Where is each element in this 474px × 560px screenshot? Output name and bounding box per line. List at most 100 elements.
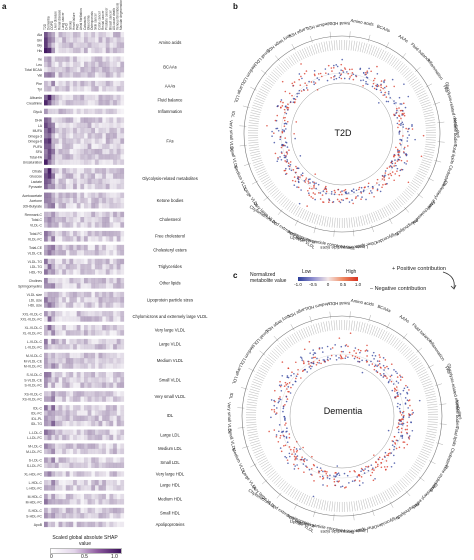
heatmap-cell	[95, 363, 99, 368]
heatmap-cell	[91, 471, 95, 476]
heatmap-cell	[84, 144, 88, 149]
circos-feature-label-mark	[394, 340, 400, 348]
circos-shap-point	[414, 139, 416, 141]
circos-shap-point	[296, 186, 298, 188]
circos-feature-label-mark	[252, 445, 261, 448]
circos-feature-label-mark	[279, 65, 286, 72]
heatmap-cell	[106, 457, 110, 462]
circos-shap-point	[372, 86, 374, 88]
heatmap-cell	[91, 421, 95, 426]
heatmap-cell	[99, 245, 103, 250]
heatmap-cell	[95, 86, 99, 91]
circos-shap-point	[303, 463, 305, 465]
circos-feature-label-mark	[409, 78, 417, 84]
heatmap-cell	[69, 217, 73, 222]
circos-feature-label-mark	[363, 215, 365, 225]
heatmap-cell	[77, 435, 81, 440]
heatmap-cell	[91, 363, 95, 368]
circos-shap-point	[407, 386, 409, 388]
circos-shap-point	[384, 172, 386, 174]
circos-shap-point	[380, 87, 382, 89]
heatmap-cell	[44, 231, 48, 236]
heatmap-cell	[69, 278, 73, 283]
heatmap-cell	[62, 81, 66, 86]
heatmap-cell	[102, 391, 106, 396]
heatmap-cell	[62, 344, 66, 349]
circos-shap-point	[309, 469, 311, 471]
heatmap-row-label: Remnant-C	[25, 213, 43, 217]
heatmap-cell	[102, 217, 106, 222]
circos-feature-label-mark	[426, 433, 436, 435]
heatmap-cell	[80, 391, 84, 396]
circos-feature-label-mark	[390, 337, 396, 345]
heatmap-cell	[95, 316, 99, 321]
circos-feature-label-mark	[262, 464, 270, 470]
circos-feature-label-mark	[318, 323, 320, 333]
heatmap-cell	[109, 377, 113, 382]
heatmap-cell	[102, 363, 106, 368]
heatmap-cell	[51, 297, 55, 302]
circos-shap-point	[283, 155, 285, 157]
circos-shap-point	[293, 464, 295, 466]
circos-feature-label-mark	[283, 340, 289, 348]
circos-shap-point	[294, 447, 296, 449]
circos-shap-point	[362, 469, 364, 471]
circos-shap-point	[397, 406, 399, 408]
circos-feature-label-mark	[251, 443, 261, 446]
circos-shap-point	[370, 361, 372, 363]
circos-feature-label-mark	[389, 56, 395, 64]
heatmap-cell	[48, 508, 52, 513]
heatmap-cell	[77, 297, 81, 302]
heatmap-cell	[51, 56, 55, 61]
heatmap-cell	[51, 363, 55, 368]
heatmap-cell	[95, 109, 99, 114]
heatmap-cell	[73, 396, 77, 401]
heatmap-cell	[69, 463, 73, 468]
heatmap-cell	[44, 283, 48, 288]
circos-shap-point	[330, 77, 332, 79]
heatmap-cell	[91, 485, 95, 490]
circos-shap-point	[280, 136, 282, 138]
heatmap-cell	[62, 405, 66, 410]
circos-feature-label-mark	[251, 156, 261, 159]
heatmap-cell	[99, 499, 103, 504]
circos-feature-label-mark	[272, 351, 279, 358]
circos-sector-label: BCAAs	[376, 24, 391, 34]
heatmap-cell	[106, 485, 110, 490]
circos-shap-point	[391, 390, 393, 392]
circos-shap-point	[375, 355, 377, 357]
heatmap-cell	[48, 56, 52, 61]
circos-feature-label-mark	[267, 357, 275, 363]
circos-shap-point	[399, 175, 401, 177]
circos-shap-point	[345, 189, 347, 191]
heatmap-cell	[102, 48, 106, 53]
heatmap-cell	[109, 264, 113, 269]
heatmap-cell	[88, 173, 92, 178]
circos-sector-divider	[240, 145, 247, 146]
circos-feature-label-mark	[408, 186, 416, 192]
circos-shap-point	[322, 476, 324, 478]
heatmap-cell	[51, 212, 55, 217]
circos-shap-point	[296, 448, 298, 450]
circos-shap-point	[355, 197, 357, 199]
heatmap-cell	[113, 330, 117, 335]
circos-shap-point	[322, 484, 324, 486]
circos-shap-point	[293, 451, 295, 453]
heatmap-row-label: M-HDL-C	[28, 495, 43, 499]
circos-shap-point	[341, 351, 343, 353]
heatmap-cell	[117, 231, 121, 236]
heatmap-cell	[113, 325, 117, 330]
heatmap-cell	[120, 372, 124, 377]
circos-shap-point	[299, 90, 301, 92]
heatmap-row-label: Omega-6	[28, 140, 42, 144]
heatmap-cell	[66, 449, 70, 454]
heatmap-cell	[59, 173, 63, 178]
heatmap-cell	[69, 449, 73, 454]
heatmap-row-label: Cholines	[29, 279, 42, 283]
heatmap-cell	[55, 480, 59, 485]
circos-feature-label-mark	[427, 426, 437, 427]
heatmap-cell	[95, 463, 99, 468]
shap-legend-tick: 1.0	[111, 554, 118, 560]
circos-shap-point	[270, 417, 272, 419]
heatmap-cell	[113, 149, 117, 154]
